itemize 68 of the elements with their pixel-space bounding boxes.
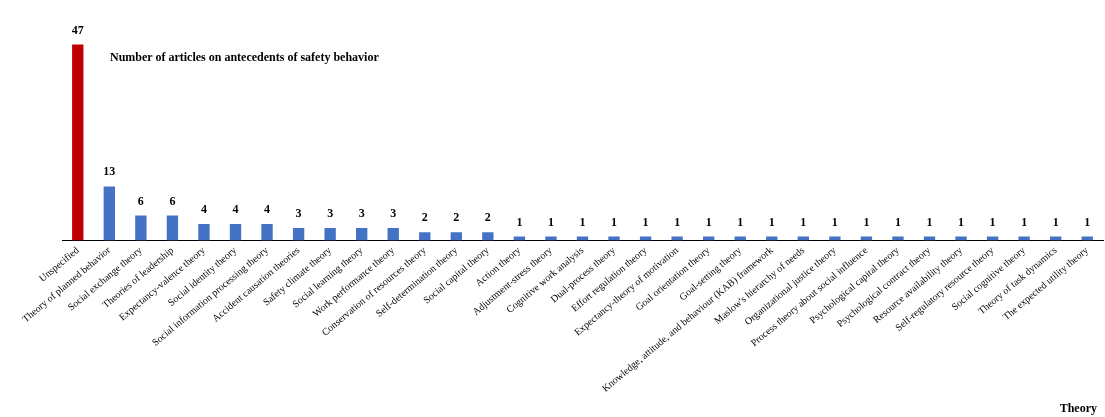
data-label: 1	[958, 214, 965, 229]
data-label: 1	[1021, 214, 1028, 229]
data-label: 6	[169, 193, 176, 208]
data-label: 1	[737, 214, 744, 229]
bar	[292, 228, 305, 241]
bar	[986, 236, 999, 241]
bar	[261, 223, 273, 241]
bar	[1050, 236, 1062, 241]
data-label: 1	[642, 214, 649, 229]
bar	[419, 232, 431, 241]
data-label: 4	[264, 202, 271, 217]
data-label: 2	[484, 210, 491, 225]
data-label: 4	[232, 202, 239, 217]
bar	[703, 236, 715, 241]
bar	[198, 223, 210, 241]
data-label: 1	[768, 214, 775, 229]
data-label: 47	[71, 22, 84, 37]
data-label: 3	[295, 206, 302, 221]
bar	[923, 236, 936, 241]
bar	[892, 236, 904, 241]
data-label: 1	[611, 214, 618, 229]
bar	[860, 236, 873, 241]
bar	[671, 236, 683, 241]
text: Number of articles on antecedents of safety behavior	[110, 50, 380, 65]
bar	[797, 236, 809, 241]
data-label: 1	[547, 214, 554, 229]
bar	[356, 228, 368, 241]
bar	[955, 236, 967, 241]
bar	[766, 236, 778, 241]
data-label: 3	[390, 206, 397, 221]
bar	[103, 186, 115, 241]
data-label: 13	[103, 164, 116, 179]
bar	[608, 236, 620, 241]
bar	[576, 236, 589, 241]
data-label: 1	[1052, 214, 1059, 229]
data-label: 2	[453, 210, 460, 225]
data-label: 3	[327, 206, 334, 221]
bar	[639, 236, 652, 241]
data-label: 1	[1084, 214, 1091, 229]
bar	[72, 44, 84, 241]
bar	[229, 223, 242, 241]
data-label: 6	[137, 193, 144, 208]
bar	[135, 215, 147, 241]
bar	[324, 228, 336, 241]
data-label: 1	[863, 214, 870, 229]
bar	[829, 236, 841, 241]
bar	[1081, 236, 1093, 241]
data-label: 1	[926, 214, 933, 229]
bar	[166, 215, 179, 241]
data-label: 1	[516, 214, 523, 229]
data-label: 1	[989, 214, 996, 229]
data-label: 4	[200, 202, 207, 217]
bar	[387, 228, 399, 241]
data-label: 3	[358, 206, 365, 221]
x-axis-title: Theory	[1059, 401, 1097, 416]
bar	[450, 232, 462, 241]
bar	[734, 236, 746, 241]
data-label: 1	[579, 214, 586, 229]
data-label: 2	[421, 210, 428, 225]
bar	[545, 236, 557, 241]
data-label: 1	[800, 214, 807, 229]
bar	[1018, 236, 1030, 241]
bar	[482, 232, 494, 241]
bar	[513, 236, 526, 241]
data-label: 1	[831, 214, 838, 229]
data-label: 1	[674, 214, 681, 229]
data-label: 1	[705, 214, 712, 229]
data-label: 1	[894, 214, 901, 229]
